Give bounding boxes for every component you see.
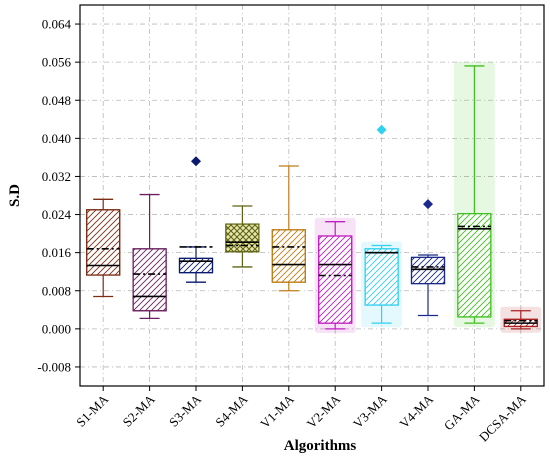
box-hatch xyxy=(225,223,260,253)
y-axis-ticks: -0.008 0.000 0.008 0.016 0.024 0.032 0.040 0.04… xyxy=(37,17,80,374)
box-hatch xyxy=(410,256,446,285)
box-s2-ma xyxy=(132,193,167,320)
outlier-point xyxy=(423,199,433,210)
y-tick-label: 0.048 xyxy=(42,93,71,108)
box-v2-ma xyxy=(314,217,356,333)
boxes xyxy=(86,61,542,333)
box-s1-ma xyxy=(86,198,121,298)
box-hatch xyxy=(364,248,399,306)
box-hatch xyxy=(86,209,121,276)
y-tick-label: 0.016 xyxy=(42,245,72,260)
x-tick-label: S3-MA xyxy=(166,391,205,430)
x-tick-label: S4-MA xyxy=(212,391,251,430)
y-tick-label: 0.056 xyxy=(42,55,72,70)
box-hatch xyxy=(271,229,306,283)
plot-frame xyxy=(79,4,545,387)
x-axis-ticks: S1-MA S2-MA S3-MA S4-MA V1-MA V2-MA V3-MA V4-MA… xyxy=(73,386,529,445)
grid-lines xyxy=(80,5,544,386)
box-hatch xyxy=(457,212,492,318)
x-tick-label: S2-MA xyxy=(120,391,159,430)
y-tick-label: 0.040 xyxy=(42,131,71,146)
box-v4-ma xyxy=(410,199,446,317)
x-tick-label: V2-MA xyxy=(304,391,344,431)
x-tick-label: V3-MA xyxy=(350,391,390,431)
box-dcsa-ma xyxy=(500,306,542,333)
box-v3-ma xyxy=(361,124,403,328)
y-tick-label: 0.032 xyxy=(42,169,71,184)
x-tick-label: DCSA-MA xyxy=(476,391,529,444)
x-tick-label: V4-MA xyxy=(396,391,436,431)
y-tick-label: 0.000 xyxy=(42,321,71,336)
outlier-point xyxy=(191,156,201,167)
box-s3-ma xyxy=(178,156,214,283)
box-hatch xyxy=(132,248,167,312)
box-ga-ma xyxy=(453,61,495,328)
x-tick-label: V1-MA xyxy=(257,391,297,431)
y-axis-title: S.D xyxy=(7,184,23,207)
box-hatch xyxy=(318,235,353,324)
y-tick-label: -0.008 xyxy=(37,359,71,374)
x-tick-label: GA-MA xyxy=(441,391,483,433)
y-tick-label: 0.008 xyxy=(42,283,71,298)
box-v1-ma xyxy=(271,165,306,292)
outlier-point xyxy=(376,124,387,135)
y-tick-label: 0.064 xyxy=(42,17,72,32)
x-axis-title: Algorithms xyxy=(284,438,357,454)
y-tick-label: 0.024 xyxy=(42,207,72,222)
x-tick-label: S1-MA xyxy=(73,391,112,430)
box-s4-ma xyxy=(225,205,260,268)
